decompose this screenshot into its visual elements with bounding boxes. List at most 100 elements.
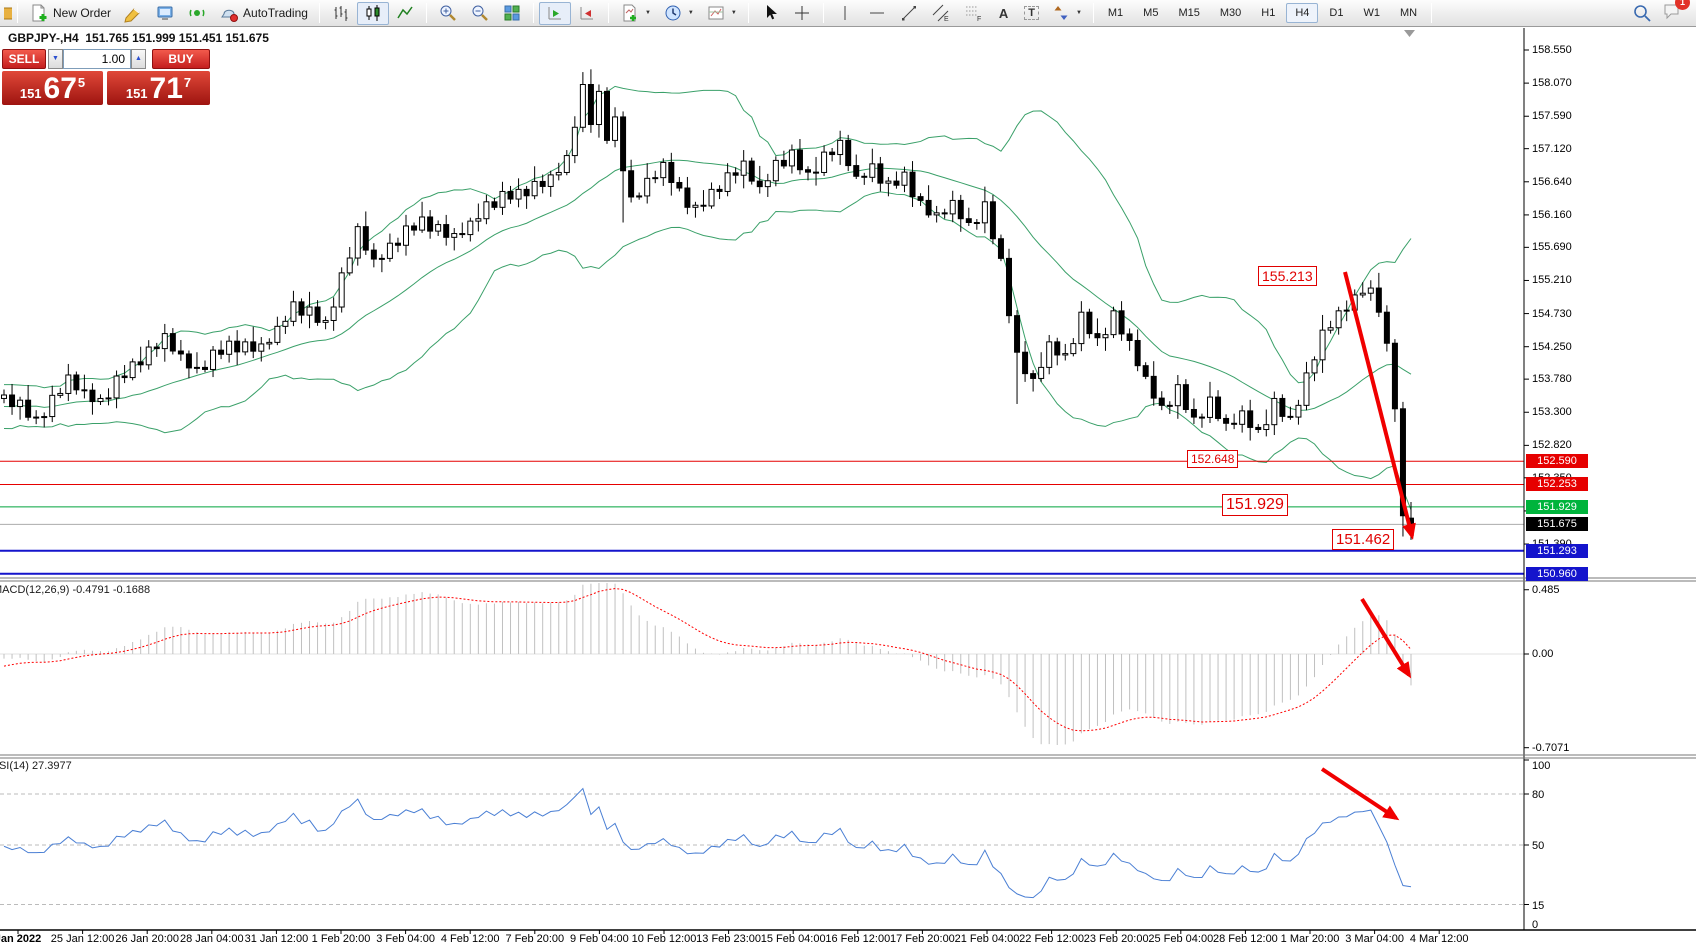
periods-clock-icon [663, 3, 683, 23]
bar-chart-button[interactable] [325, 2, 357, 25]
line-chart-button[interactable] [389, 2, 421, 25]
price-badge: 151.293 [1526, 543, 1588, 558]
text-icon: A [998, 5, 1009, 21]
tf-M5[interactable]: M5 [1143, 7, 1159, 19]
sell-button[interactable]: SELL [2, 49, 46, 69]
vertical-line-icon [835, 3, 855, 23]
auto-scroll-button[interactable] [538, 1, 571, 25]
one-click-trading-panel: SELL ▼ 1.00 ▲ BUY 151 67 5 151 71 7 [0, 49, 212, 105]
macd-axis-label: 0.485 [1532, 583, 1560, 596]
sell-price[interactable]: 151 67 5 [2, 71, 103, 105]
rsi-axis-label: 50 [1532, 840, 1545, 852]
zoom-out-button[interactable] [464, 2, 496, 25]
rsi-axis-label: 100 [1532, 760, 1551, 772]
auto-scroll-icon [545, 3, 565, 23]
buy-price[interactable]: 151 71 7 [107, 71, 210, 105]
horizontal-line-button[interactable] [861, 2, 893, 25]
rsi-label: RSI(14) 27.3977 [0, 760, 72, 772]
text-label-icon: T [1024, 6, 1039, 20]
tf-M1[interactable]: M1 [1107, 7, 1124, 19]
price-axis-label: 157.590 [1532, 110, 1572, 123]
new-order-label: New Order [53, 6, 112, 20]
styler-button[interactable] [117, 2, 149, 25]
notification-badge: 1 [1675, 0, 1690, 10]
market-watch-icon [155, 3, 175, 23]
styler-icon [123, 3, 143, 23]
vertical-line-button[interactable] [829, 2, 861, 25]
zoom-in-button[interactable] [432, 2, 464, 25]
signals-button[interactable] [181, 2, 213, 25]
horizontal-line-icon [867, 3, 887, 23]
fibonacci-icon: F [963, 3, 983, 23]
toolbar-right: 1 [1632, 0, 1692, 26]
volume-decrease-button[interactable]: ▼ [48, 49, 63, 69]
time-axis-label: Jan 2022 [0, 933, 42, 945]
rsi-axis-label: 0 [1532, 919, 1539, 931]
volume-increase-button[interactable]: ▲ [131, 49, 146, 69]
new-order-button[interactable]: New Order [23, 2, 117, 25]
autotrading-button[interactable]: AutoTrading [213, 2, 314, 25]
tile-windows-button[interactable] [496, 2, 528, 25]
price-axis-label: 154.730 [1532, 307, 1572, 320]
cursor-icon [760, 3, 780, 23]
chart-shift-button[interactable] [571, 2, 603, 25]
symbol-period-label: GBPJPY-,H4 [8, 31, 79, 45]
tf-W1[interactable]: W1 [1363, 7, 1380, 19]
channel-button[interactable]: E [925, 2, 957, 25]
crosshair-button[interactable] [786, 2, 818, 25]
chart-shift-icon [577, 3, 597, 23]
arrows-button[interactable]: ▼ [1045, 2, 1088, 25]
price-axis-label: 155.690 [1532, 241, 1572, 254]
price-axis-label: 158.070 [1532, 77, 1572, 90]
price-axis-label: 152.820 [1532, 439, 1572, 452]
separator [1431, 3, 1433, 23]
tf-H1[interactable]: H1 [1261, 7, 1276, 19]
time-axis-label: 10 Feb 12:00 [631, 933, 697, 945]
price-axis-label: 156.640 [1532, 175, 1572, 188]
price-axis-label: 157.120 [1532, 142, 1572, 155]
svg-text:E: E [944, 16, 949, 23]
time-axis-label: 7 Feb 20:00 [505, 933, 565, 945]
time-axis-label: 23 Feb 20:00 [1083, 933, 1149, 945]
periods-button[interactable]: ▼ [657, 2, 700, 25]
tf-M15[interactable]: M15 [1178, 7, 1200, 19]
arrows-icon [1051, 3, 1071, 23]
time-axis-label: 4 Mar 12:00 [1409, 933, 1469, 945]
fibonacci-button[interactable]: F [957, 2, 989, 25]
time-axis-label: 25 Feb 04:00 [1148, 933, 1214, 945]
chart-title: GBPJPY-,H4 151.765 151.999 151.451 151.6… [8, 31, 269, 45]
tf-H4[interactable]: H4 [1286, 3, 1319, 23]
candlestick-button[interactable] [356, 1, 389, 25]
indicators-button[interactable]: ▼ [614, 2, 657, 25]
text-button[interactable]: A [989, 2, 1018, 25]
trendline-button[interactable] [893, 2, 925, 25]
price-badge: 151.929 [1526, 499, 1588, 514]
price-badge: 150.960 [1526, 566, 1588, 581]
search-icon[interactable] [1632, 3, 1652, 23]
price-axis-label: 158.550 [1532, 44, 1572, 56]
time-axis-label: 4 Feb 12:00 [440, 933, 500, 945]
text-label-button[interactable]: T [1018, 2, 1045, 25]
chevron-down-icon: ▼ [1075, 10, 1082, 16]
templates-button[interactable]: ▼ [700, 2, 743, 25]
clipped-icon [4, 3, 12, 23]
tf-M30[interactable]: M30 [1219, 7, 1242, 19]
tf-D1[interactable]: D1 [1329, 7, 1344, 19]
chevron-down-icon: ▼ [687, 10, 694, 16]
separator [318, 3, 320, 23]
time-axis-label: 17 Feb 20:00 [889, 933, 955, 945]
buy-button[interactable]: BUY [152, 49, 210, 69]
time-axis-label: 28 Feb 12:00 [1212, 933, 1278, 945]
rsi-axis-label: 15 [1532, 899, 1545, 912]
cursor-button[interactable] [754, 2, 786, 25]
market-watch-button[interactable] [149, 2, 181, 25]
volume-field[interactable]: 1.00 [63, 49, 131, 69]
separator [425, 3, 427, 23]
time-axis-label: 31 Jan 12:00 [244, 933, 309, 945]
notifications-button[interactable]: 1 [1662, 0, 1690, 26]
price-axis-label: 154.250 [1532, 340, 1572, 353]
macd-axis-label: 0.00 [1532, 648, 1554, 660]
tf-MN[interactable]: MN [1399, 7, 1418, 19]
